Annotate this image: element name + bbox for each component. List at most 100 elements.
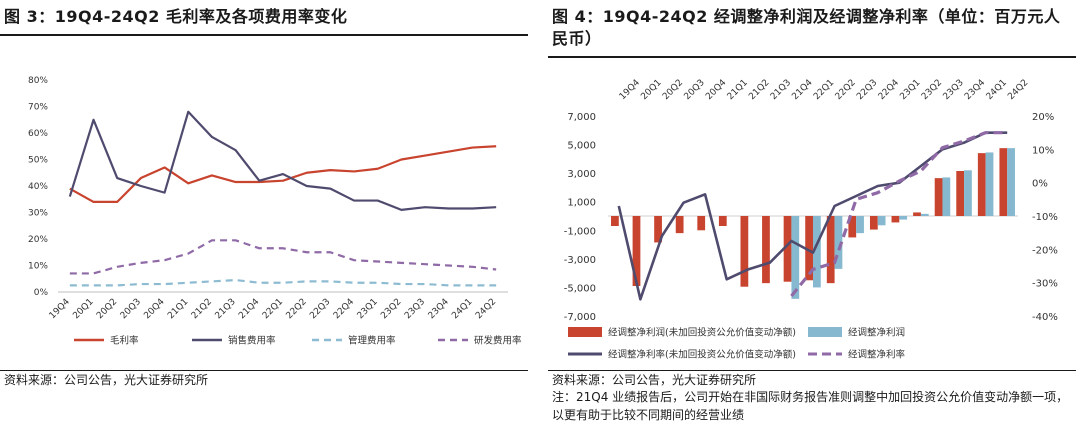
bar-adj-profit — [899, 216, 908, 220]
y2-tick-label: -40% — [1032, 312, 1058, 323]
legend-label: 毛利率 — [110, 335, 139, 347]
net-profit-chart: 19Q420Q120Q220Q320Q421Q121Q221Q321Q422Q1… — [564, 78, 1058, 361]
y-tick-label: 80% — [28, 76, 48, 86]
x-tick-label: 23Q3 — [942, 78, 966, 102]
x-tick-label: 19Q4 — [48, 297, 72, 321]
bar-adj-profit — [985, 152, 994, 216]
legend-label: 经调整净利润 — [848, 327, 905, 339]
margin-expense-chart: 0%10%20%30%40%50%60%70%80%19Q4 20Q1 20Q2 20… — [28, 76, 522, 347]
x-tick-label: 22Q4 — [332, 297, 356, 321]
x-tick-label: 24Q2 — [474, 297, 498, 321]
bar-adj-profit — [813, 216, 821, 288]
line-series-2 — [69, 278, 497, 287]
legend-label: 经调整净利率 — [848, 349, 906, 361]
y2-tick-label: -20% — [1032, 245, 1058, 256]
bar-adj-profit-excl — [718, 216, 727, 226]
x-tick-label: 23Q3 — [403, 297, 427, 321]
y2-tick-label: 0% — [1032, 179, 1048, 190]
bar-adj-profit — [791, 216, 800, 299]
bar-adj-profit-excl — [654, 216, 662, 243]
x-tick-label: 22Q1 — [812, 78, 836, 102]
x-tick-label: 20Q2 — [95, 297, 119, 321]
bar-adj-profit-excl — [891, 216, 900, 223]
x-tick-label: 20Q3 — [119, 297, 143, 321]
bar-adj-profit-excl — [826, 216, 835, 284]
bar-adj-profit-excl — [740, 216, 749, 287]
y-tick-label: 5,000 — [567, 141, 596, 152]
x-tick-label: 21Q3 — [769, 78, 793, 102]
x-tick-label: 23Q1 — [898, 78, 922, 102]
bar-adj-profit — [964, 170, 972, 216]
x-tick-label: 24Q1 — [450, 297, 474, 321]
bar-adj-profit-excl — [869, 216, 878, 230]
x-tick-label: 19Q4 — [618, 78, 642, 102]
line-adj-margin — [790, 131, 1008, 298]
y2-tick-label: 10% — [1032, 145, 1054, 156]
x-tick-label: 23Q4 — [427, 297, 451, 321]
title-rule-left — [0, 34, 528, 36]
bar-adj-profit-excl — [697, 216, 706, 231]
bar-adj-profit — [856, 216, 864, 234]
y-tick-label: 0% — [34, 288, 49, 298]
x-tick-label: 24Q2 — [1006, 78, 1030, 102]
y-tick-label: 10% — [28, 262, 48, 272]
x-tick-label: 23Q2 — [379, 297, 403, 321]
y-tick-label: 60% — [28, 129, 48, 139]
x-tick-label: 20Q4 — [142, 297, 166, 321]
source-left: 资料来源：公司公告，光大证券研究所 — [4, 373, 209, 387]
x-tick-label: 21Q2 — [747, 78, 771, 102]
y2-tick-label: -30% — [1032, 279, 1058, 290]
y-tick-label: 3,000 — [567, 169, 596, 180]
bar-adj-profit — [834, 216, 843, 269]
bar-adj-profit-excl — [848, 216, 857, 238]
bar-adj-profit-excl — [762, 216, 770, 284]
footnote-right: 注：21Q4 业绩报告后，公司开始在非国际财务报告准则调整中加回投资公允价值变动… — [552, 390, 1069, 422]
bar-adj-profit — [1007, 148, 1015, 216]
line-series-0 — [69, 145, 497, 203]
y2-tick-label: 20% — [1032, 112, 1054, 123]
bar-adj-profit-excl — [632, 216, 641, 286]
y-tick-label: 7,000 — [567, 112, 596, 123]
x-tick-label: 23Q4 — [963, 78, 987, 102]
legend-swatch — [568, 327, 602, 337]
bar-adj-profit-excl — [611, 216, 619, 226]
x-tick-label: 20Q4 — [704, 78, 728, 102]
x-tick-label: 23Q2 — [920, 78, 944, 102]
x-tick-label: 21Q2 — [190, 297, 214, 321]
bar-adj-profit-excl — [956, 171, 965, 216]
x-tick-label: 20Q1 — [639, 78, 663, 102]
chart-title-right: 图 4：19Q4-24Q2 经调整净利润及经调整净利率（单位：百万元人民币） — [552, 7, 1061, 48]
line-series-3 — [69, 239, 497, 275]
source-right: 资料来源：公司公告，光大证券研究所 — [552, 373, 757, 387]
x-tick-label: 21Q1 — [166, 297, 190, 321]
x-tick-label: 22Q3 — [855, 78, 879, 102]
line-series-1 — [68, 110, 497, 211]
source-rule-right — [548, 370, 1076, 371]
y-tick-label: -3,000 — [564, 255, 596, 266]
y-tick-label: 70% — [28, 103, 48, 113]
y-tick-label: -7,000 — [564, 312, 596, 323]
y-tick-label: -5,000 — [564, 283, 596, 294]
y-tick-label: -1,000 — [564, 226, 596, 237]
legend-label: 经调整净利润(未加回投资公允价值变动净额) — [608, 327, 796, 339]
y-tick-label: 20% — [28, 235, 48, 245]
bar-adj-profit-excl — [977, 153, 986, 216]
x-tick-label: 22Q2 — [285, 297, 309, 321]
x-tick-label: 21Q4 — [790, 78, 814, 102]
y-tick-label: 50% — [28, 156, 48, 166]
x-tick-label: 20Q1 — [71, 297, 95, 321]
x-tick-label: 21Q4 — [237, 297, 261, 321]
y2-tick-label: -10% — [1032, 212, 1058, 223]
source-rule-left — [0, 370, 528, 371]
x-tick-label: 22Q3 — [308, 297, 332, 321]
left-panel: 图 3：19Q4-24Q2 毛利率及各项费用率变化 0% 10% 20% 30% 40%… — [0, 0, 532, 432]
x-tick-label: 24Q1 — [985, 78, 1009, 102]
bar-adj-profit-excl — [783, 216, 792, 282]
bar-adj-profit-excl — [934, 178, 943, 216]
x-tick-label: 23Q1 — [356, 297, 380, 321]
x-tick-label: 21Q1 — [726, 78, 750, 102]
bar-adj-profit-excl — [999, 148, 1008, 216]
y-tick-label: 30% — [28, 209, 48, 219]
bar-adj-profit-excl — [805, 216, 813, 281]
bar-adj-profit — [877, 216, 886, 226]
